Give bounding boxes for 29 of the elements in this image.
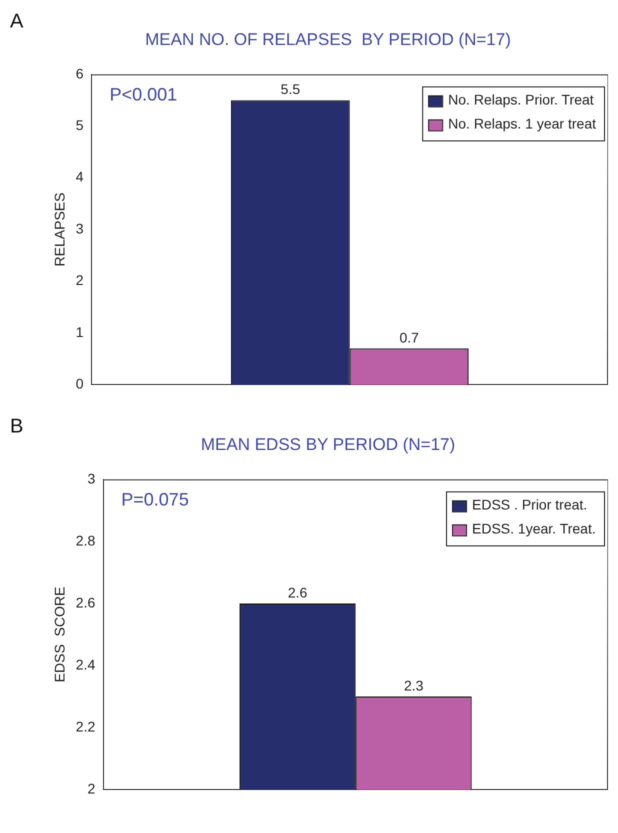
y-tick-label: 3 [87,470,96,486]
legend-label: No. Relaps. Prior. Treat [448,91,594,108]
y-axis-title: EDSS SCORE [51,586,68,682]
data-label: 5.5 [280,81,300,98]
y-tick-label: 2.2 [76,718,96,734]
text: B [10,416,24,438]
y-tick-label: 2 [87,780,96,796]
legend-label: No. Relaps. 1 year treat [448,115,596,132]
y-tick-label: 6 [76,65,84,82]
y-axis-title: RELAPSES [51,192,68,266]
chart-title: MEAN NO. OF RELAPSES BY PERIOD (N=17) [145,30,511,49]
legend-label: EDSS . Prior treat. [472,496,588,512]
data-label: 2.3 [404,677,424,694]
y-tick-label: 3 [76,220,84,236]
annotation: P<0.001 [110,84,178,104]
y-tick-label: 2.6 [76,594,96,610]
y-tick-label: 2.4 [76,656,96,672]
data-label: 2.6 [288,584,308,600]
y-tick-label: 4 [76,168,84,185]
annotation: P=0.075 [121,489,189,510]
data-label: 0.7 [399,329,420,346]
y-tick-label: 0 [76,375,84,392]
text: A [10,10,24,33]
legend-label: EDSS. 1year. Treat. [472,520,596,536]
y-tick-label: 5 [76,116,84,133]
y-tick-label: 2 [76,272,84,288]
y-tick-label: 2.8 [76,532,96,548]
chart-title: MEAN EDSS BY PERIOD (N=17) [200,434,456,454]
y-tick-label: 1 [76,324,84,340]
